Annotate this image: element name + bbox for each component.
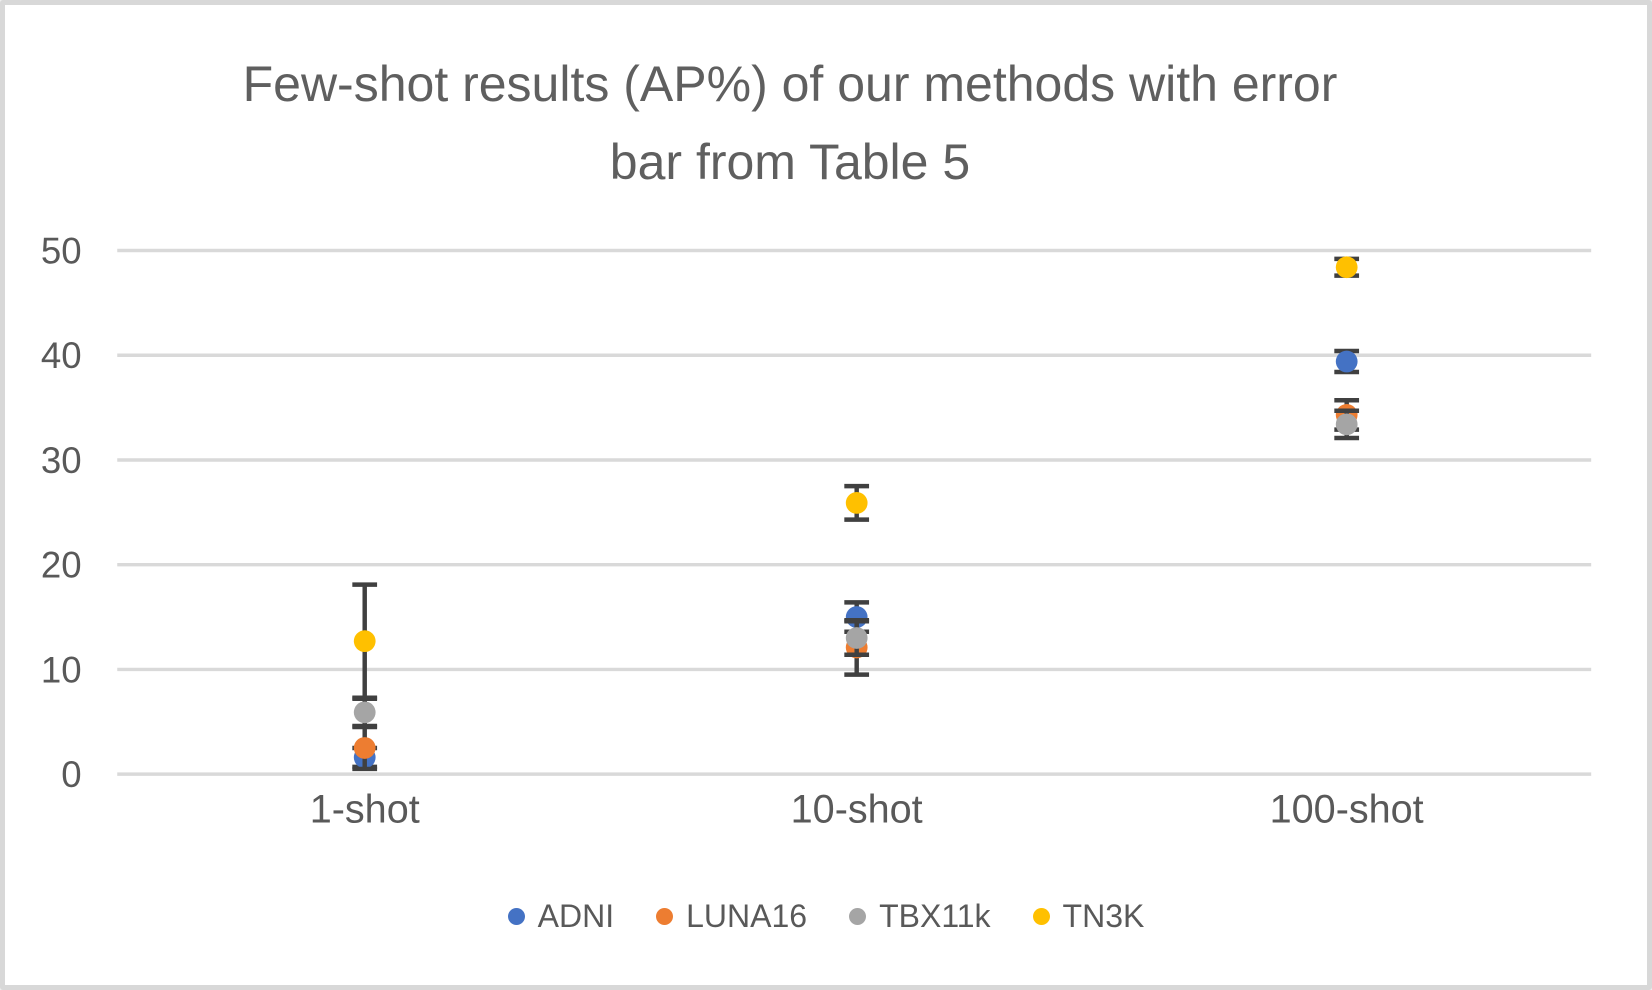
chart-title-line-2: bar from Table 5 xyxy=(609,134,971,190)
x-axis-category-label: 1-shot xyxy=(310,788,420,832)
x-axis-category-label: 10-shot xyxy=(791,788,923,832)
data-point-marker-TN3K xyxy=(845,492,868,514)
legend-item-adni: ADNI xyxy=(507,898,615,935)
legend-marker-icon xyxy=(1032,908,1050,925)
y-axis-tick-label: 0 xyxy=(61,754,81,795)
data-point-marker-TN3K xyxy=(353,630,376,653)
legend-item-luna16: LUNA16 xyxy=(656,898,807,935)
legend-label: TBX11k xyxy=(879,898,991,934)
chart-legend: ADNI LUNA16 TBX11k TN3K xyxy=(5,898,1647,935)
plot-area: 0 10 20 30 40 50 1-shot 10-shot 100-shot xyxy=(41,230,1592,832)
y-axis-tick-label: 40 xyxy=(41,335,82,376)
data-point-marker-TN3K xyxy=(1335,256,1358,279)
legend-label: TN3K xyxy=(1062,898,1145,934)
legend-marker-icon xyxy=(849,908,867,925)
legend-label: LUNA16 xyxy=(686,898,808,934)
x-axis-category-label: 100-shot xyxy=(1270,788,1424,832)
y-axis-tick-label: 50 xyxy=(41,230,82,271)
legend-marker-icon xyxy=(656,908,674,925)
legend-item-tn3k: TN3K xyxy=(1032,898,1145,935)
legend-marker-icon xyxy=(507,908,525,925)
data-point-marker-LUNA16 xyxy=(353,737,376,759)
chart-title-line-1: Few-shot results (AP%) of our methods wi… xyxy=(242,56,1338,112)
y-axis-tick-label: 30 xyxy=(41,440,82,481)
data-point-marker-TBX11k xyxy=(845,627,868,649)
y-axis-tick-label: 10 xyxy=(41,649,82,690)
y-axis-tick-label: 20 xyxy=(41,545,82,586)
data-point-marker-TBX11k xyxy=(353,701,376,724)
legend-item-tbx11k: TBX11k xyxy=(849,898,991,935)
chart-title: Few-shot results (AP%) of our methods wi… xyxy=(5,45,1575,201)
data-point-marker-ADNI xyxy=(1335,350,1358,373)
data-point-marker-TBX11k xyxy=(1335,413,1358,436)
legend-label: ADNI xyxy=(537,898,615,934)
